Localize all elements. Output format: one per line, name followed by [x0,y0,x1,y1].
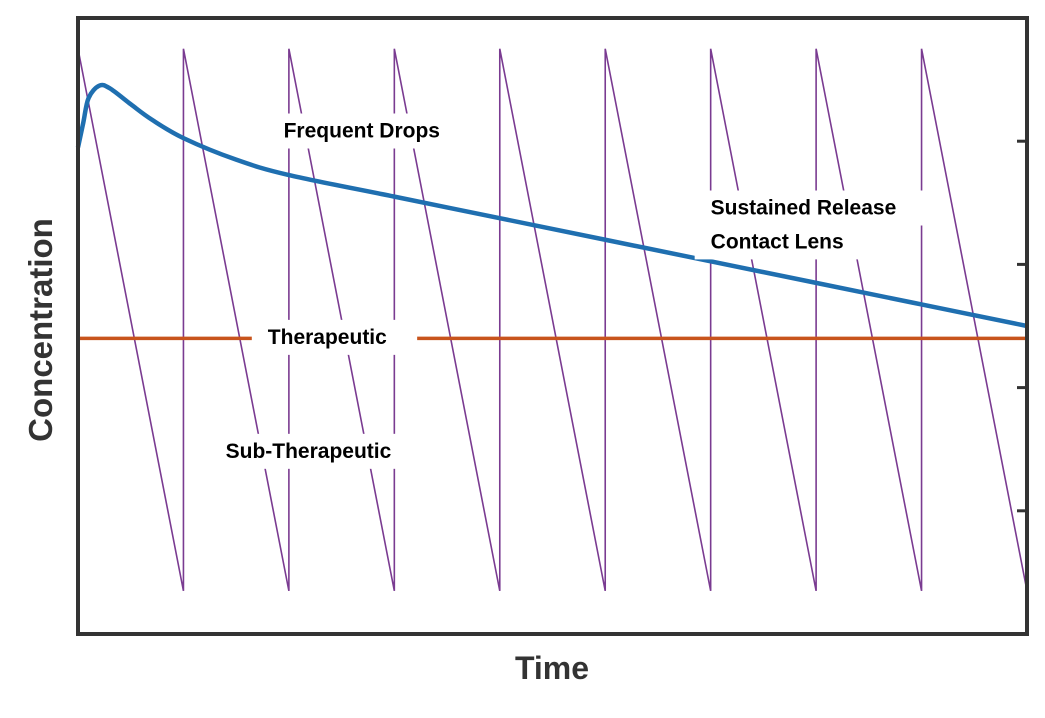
x-axis-label: Time [515,650,589,686]
annotation-box-4 [209,433,422,469]
annotation-0: Frequent Drops [267,113,470,149]
annotation-box-0 [267,113,470,149]
series-layer [75,48,1028,592]
annotation-3: Therapeutic [251,319,418,355]
annotation-box-1 [694,190,927,226]
annotation-text-3: Therapeutic [268,326,387,349]
annotations-layer: Frequent Drops Sustained Release Contact L… [209,113,927,469]
annotation-text-1: Sustained Release [711,197,897,220]
annotation-text-0: Frequent Drops [284,120,440,143]
annotation-box-3 [251,319,418,355]
annotation-1: Sustained Release [694,190,927,226]
frequent-drops-line [77,48,1028,592]
annotation-text-4: Sub-Therapeutic [226,440,392,463]
y-axis-label: Concentration [22,218,59,442]
annotation-2: Contact Lens [694,224,874,260]
annotation-text-2: Contact Lens [711,230,844,253]
annotation-4: Sub-Therapeutic [209,433,422,469]
sustained-release-line [75,82,1028,329]
annotation-box-2 [694,224,874,260]
plot-frame [76,16,1029,636]
plot-background [78,18,1027,634]
